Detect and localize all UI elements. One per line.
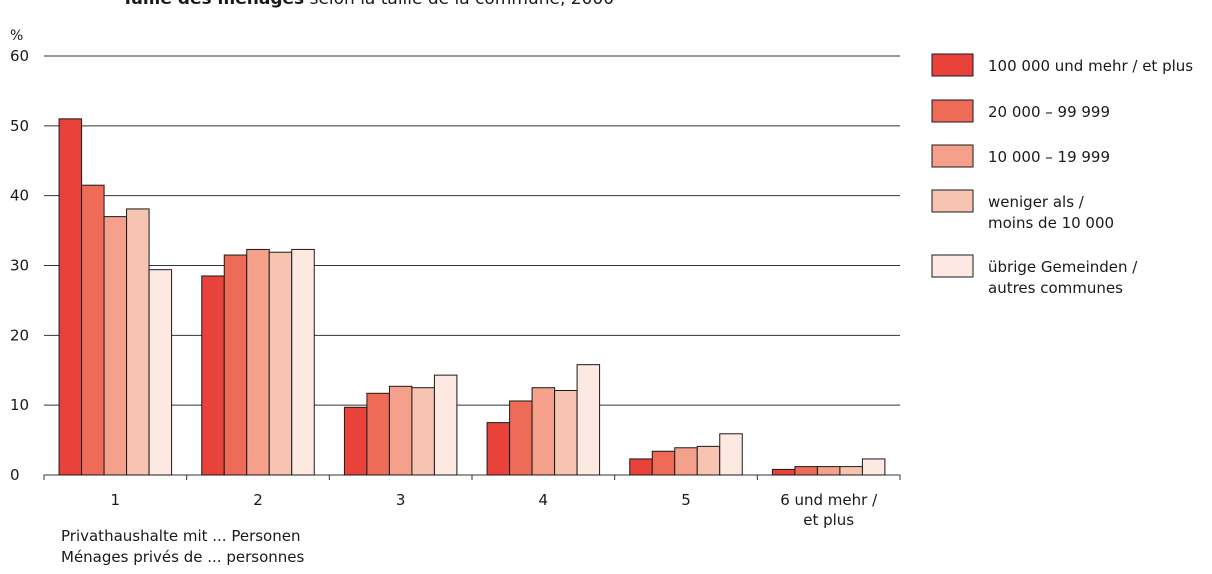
y-tick-label: 30	[10, 257, 29, 275]
bar	[126, 208, 150, 476]
x-tick-label: et plus	[803, 511, 854, 529]
bar	[674, 447, 698, 476]
legend-label: weniger als /	[988, 193, 1085, 211]
x-axis-title-line: Privathaushalte mit ... Personen	[61, 527, 300, 545]
bar	[486, 422, 511, 476]
bar	[576, 364, 601, 476]
bar	[861, 458, 886, 476]
bar	[291, 248, 315, 476]
x-tick-label: 6 und mehr /	[780, 491, 878, 509]
legend-label: 20 000 – 99 999	[988, 103, 1110, 121]
x-axis-title-line: Ménages privés de ... personnes	[61, 548, 304, 566]
y-tick-label: 10	[10, 396, 29, 414]
bar	[794, 466, 818, 476]
gridlines	[43, 55, 901, 480]
bar	[816, 466, 841, 476]
legend-swatch	[931, 99, 974, 123]
y-tick-labels: 0 10 20 30 40 50 60	[10, 47, 29, 484]
chart-title: Taille des ménages selon la taille de la…	[122, 0, 614, 9]
bar	[509, 400, 533, 476]
y-tick-label: 0	[10, 466, 20, 484]
x-tick-label: 4	[539, 491, 549, 509]
bar	[629, 458, 653, 476]
bar	[343, 406, 368, 476]
legend-label: 10 000 – 19 999	[988, 148, 1110, 166]
x-tick-label: 5	[681, 491, 691, 509]
legend: 100 000 und mehr / et plus 20 000 – 99 99…	[931, 53, 1193, 297]
bar	[719, 433, 743, 476]
bar	[411, 387, 435, 476]
legend-label: moins de 10 000	[988, 214, 1114, 232]
bar	[148, 269, 173, 476]
bar	[388, 385, 413, 476]
bar	[366, 392, 390, 476]
bar	[223, 254, 248, 476]
y-tick-label: 60	[10, 47, 29, 65]
bar	[433, 374, 458, 476]
x-tick-label: 1	[111, 491, 121, 509]
bar	[771, 468, 796, 476]
x-tick-labels: 1 2 3 4 5 6 und mehr / et plus	[111, 491, 879, 529]
legend-swatch	[931, 53, 974, 77]
bar	[268, 251, 293, 476]
y-tick-label: 20	[10, 326, 29, 344]
legend-swatch	[931, 254, 974, 278]
bars	[58, 118, 886, 476]
y-axis-unit: %	[10, 28, 23, 44]
y-tick-label: 40	[10, 187, 29, 205]
bar	[58, 118, 83, 476]
x-tick-label: 3	[396, 491, 406, 509]
x-tick-label: 2	[253, 491, 263, 509]
bar	[839, 466, 863, 476]
chart-title-bold: Taille des ménages	[122, 0, 304, 9]
y-tick-label: 50	[10, 117, 29, 135]
bar	[531, 387, 556, 476]
bar	[103, 216, 128, 476]
bar	[651, 450, 676, 476]
x-axis-title: Privathaushalte mit ... Personen Ménages …	[61, 527, 304, 566]
bar	[246, 248, 270, 476]
legend-swatch	[931, 189, 974, 213]
legend-label: autres communes	[988, 279, 1123, 297]
bar	[554, 390, 578, 476]
bar	[81, 184, 105, 476]
legend-swatch	[931, 144, 974, 168]
legend-label: 100 000 und mehr / et plus	[988, 57, 1193, 75]
bar	[696, 445, 721, 476]
legend-label: übrige Gemeinden /	[988, 258, 1138, 276]
bar	[201, 275, 225, 476]
